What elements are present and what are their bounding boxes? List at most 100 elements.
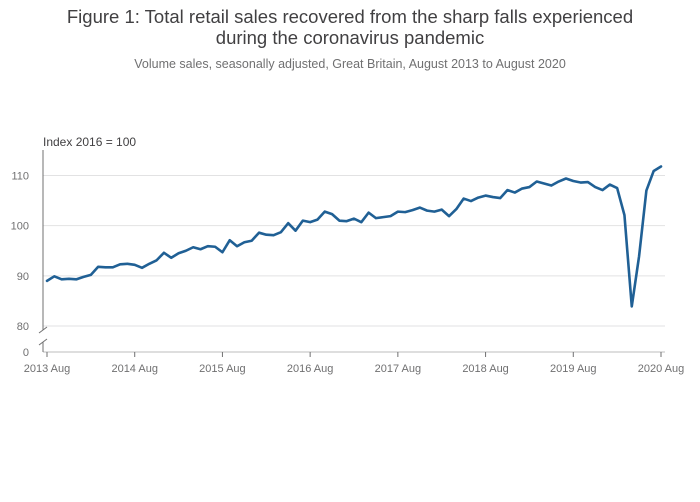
data-point[interactable] [585, 180, 590, 185]
x-tick-label: 2016 Aug [287, 363, 334, 375]
data-point[interactable] [578, 180, 583, 185]
data-point[interactable] [205, 244, 210, 249]
data-point[interactable] [659, 164, 664, 169]
data-point[interactable] [140, 265, 145, 270]
data-point[interactable] [183, 248, 188, 253]
data-point[interactable] [110, 265, 115, 270]
data-point[interactable] [147, 261, 152, 266]
data-point[interactable] [483, 193, 488, 198]
data-point[interactable] [388, 214, 393, 219]
data-point[interactable] [176, 251, 181, 256]
data-point[interactable] [337, 218, 342, 223]
data-point[interactable] [352, 216, 357, 221]
data-point[interactable] [637, 254, 642, 259]
data-point[interactable] [81, 274, 86, 279]
axes: Index 2016 = 100 80 90 100 110 0 2013 Aug 2014… [11, 135, 685, 375]
chart-subtitle: Volume sales, seasonally adjusted, Great… [134, 57, 566, 71]
data-point[interactable] [132, 262, 137, 267]
x-tick-label: 2017 Aug [375, 363, 422, 375]
data-point[interactable] [505, 188, 510, 193]
data-point[interactable] [359, 220, 364, 225]
y-tick-label: 0 [23, 347, 29, 359]
data-point[interactable] [622, 213, 627, 218]
data-point[interactable] [600, 188, 605, 193]
data-point[interactable] [344, 219, 349, 224]
data-point[interactable] [549, 183, 554, 188]
data-point[interactable] [381, 215, 386, 220]
data-point[interactable] [154, 258, 159, 263]
data-point[interactable] [242, 240, 247, 245]
data-point[interactable] [271, 233, 276, 238]
data-point[interactable] [235, 244, 240, 249]
data-point[interactable] [527, 185, 532, 190]
data-point[interactable] [432, 209, 437, 214]
data-point[interactable] [447, 214, 452, 219]
data-point[interactable] [191, 245, 196, 250]
data-point[interactable] [213, 244, 218, 249]
x-tick-label: 2018 Aug [462, 363, 509, 375]
data-point[interactable] [249, 238, 254, 243]
series-line [45, 165, 663, 308]
data-point[interactable] [59, 277, 64, 282]
data-point[interactable] [330, 212, 335, 217]
data-point[interactable] [227, 238, 232, 243]
gridlines [43, 175, 665, 327]
data-point[interactable] [571, 179, 576, 184]
data-point[interactable] [286, 221, 291, 226]
y-axis-unit-label: Index 2016 = 100 [43, 135, 136, 149]
data-point[interactable] [395, 209, 400, 214]
data-point[interactable] [425, 208, 430, 213]
data-point[interactable] [498, 196, 503, 201]
data-point[interactable] [593, 185, 598, 190]
x-tick-label: 2015 Aug [199, 363, 246, 375]
data-point[interactable] [410, 208, 415, 213]
data-point[interactable] [512, 190, 517, 195]
data-point[interactable] [629, 304, 634, 309]
y-tick-label: 80 [17, 321, 29, 333]
data-point[interactable] [315, 217, 320, 222]
data-point[interactable] [615, 186, 620, 191]
data-point[interactable] [534, 179, 539, 184]
x-tick-label: 2013 Aug [24, 363, 71, 375]
data-point[interactable] [96, 264, 101, 269]
data-point[interactable] [607, 182, 612, 187]
data-point[interactable] [161, 250, 166, 255]
data-point[interactable] [468, 199, 473, 204]
data-point[interactable] [278, 230, 283, 235]
data-point[interactable] [644, 188, 649, 193]
data-point[interactable] [220, 250, 225, 255]
data-point[interactable] [461, 196, 466, 201]
data-point[interactable] [300, 218, 305, 223]
data-point[interactable] [366, 210, 371, 215]
data-point[interactable] [198, 247, 203, 252]
data-point[interactable] [476, 195, 481, 200]
data-point[interactable] [66, 276, 71, 281]
data-point[interactable] [520, 186, 525, 191]
data-point[interactable] [373, 216, 378, 221]
data-point[interactable] [322, 209, 327, 214]
data-point[interactable] [308, 220, 313, 225]
data-point[interactable] [403, 210, 408, 215]
data-point[interactable] [417, 205, 422, 210]
data-point[interactable] [103, 265, 108, 270]
data-point[interactable] [651, 168, 656, 173]
data-point[interactable] [74, 277, 79, 282]
data-point[interactable] [439, 207, 444, 212]
data-point[interactable] [454, 207, 459, 212]
axis-break-mark [38, 338, 48, 346]
data-point[interactable] [563, 176, 568, 181]
data-point[interactable] [118, 262, 123, 267]
data-point[interactable] [264, 232, 269, 237]
x-tick-label: 2019 Aug [550, 363, 597, 375]
data-point[interactable] [52, 274, 57, 279]
data-point[interactable] [293, 228, 298, 233]
data-point[interactable] [542, 181, 547, 186]
data-point[interactable] [125, 261, 130, 266]
data-point[interactable] [490, 195, 495, 200]
data-point[interactable] [45, 278, 50, 283]
data-point[interactable] [256, 230, 261, 235]
data-point[interactable] [169, 255, 174, 260]
series-layer [45, 164, 664, 309]
data-point[interactable] [556, 179, 561, 184]
data-point[interactable] [88, 272, 93, 277]
